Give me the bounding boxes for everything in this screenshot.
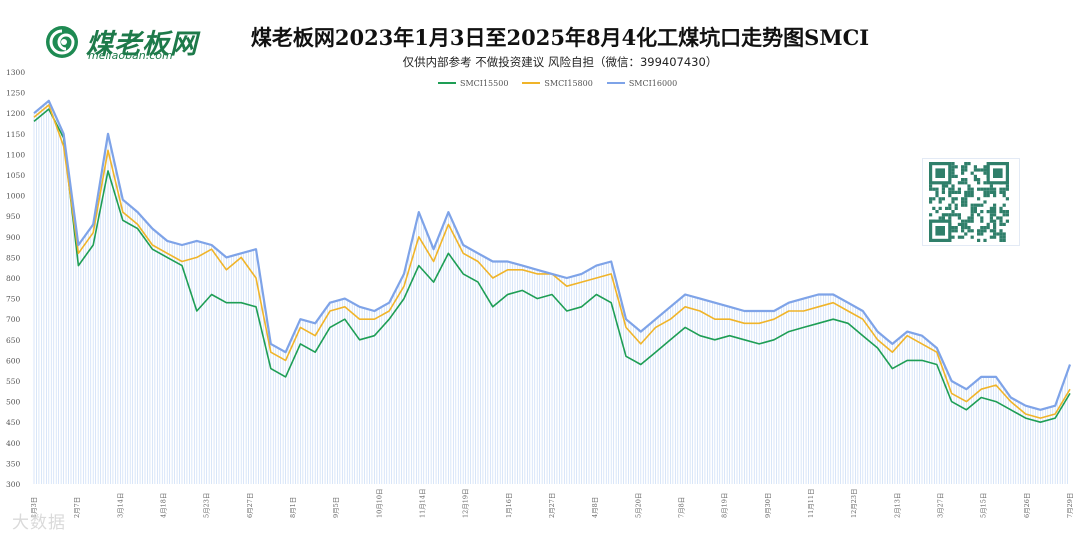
x-tick-label: 11月11日: [807, 488, 815, 518]
x-tick-label: 5月15日: [980, 493, 988, 518]
y-tick-label: 400: [6, 439, 21, 448]
x-tick-label: 7月8日: [678, 497, 686, 518]
x-tick-label: 1月3日: [30, 497, 38, 518]
x-tick-label: 11月14日: [419, 488, 427, 518]
chart-title: 煤老板网2023年1月3日至2025年8月4化工煤坑口走势图SMCI: [250, 25, 870, 50]
x-tick-label: 3月27日: [937, 493, 945, 518]
y-tick-label: 350: [6, 459, 21, 468]
swirl-logo-icon: [46, 26, 78, 58]
y-tick-label: 1100: [6, 150, 25, 159]
y-tick-label: 300: [6, 480, 21, 489]
y-tick-label: 450: [6, 418, 21, 427]
y-tick-label: 700: [6, 315, 21, 324]
x-tick-label: 12月19日: [462, 488, 470, 518]
qr-code-icon: [929, 162, 1009, 242]
series-line-15500: [33, 108, 1071, 423]
y-tick-label: 1300: [6, 68, 25, 77]
y-tick-label: 1050: [6, 171, 25, 180]
logo-domain: meilaoban.com: [88, 49, 173, 62]
x-tick-label: 1月16日: [505, 493, 513, 518]
watermark: 大数据: [12, 513, 66, 533]
y-tick-label: 950: [6, 212, 21, 221]
legend-label-15800: SMCI15800: [544, 78, 593, 88]
legend-swatch-15500: [438, 82, 456, 84]
y-tick-label: 750: [6, 295, 21, 304]
logo-name: 煤老板网: [86, 29, 198, 60]
series-line-16000: [33, 99, 1072, 411]
x-tick-label: 2月13日: [893, 493, 901, 518]
y-tick-label: 550: [6, 377, 21, 386]
x-tick-label: 9月5日: [332, 497, 340, 518]
chart-subtitle: 仅供内部参考 不做投资建议 风险自担（微信：399407430）: [402, 55, 718, 69]
legend: SMCI15500 SMCI15800 SMCI16000: [438, 76, 677, 90]
x-tick-label: 4月18日: [160, 493, 168, 518]
logo: 煤老板网 meilaoban.com: [38, 18, 228, 64]
legend-swatch-16000: [606, 82, 625, 84]
y-tick-label: 500: [6, 398, 21, 407]
x-tick-label: 5月20日: [634, 493, 642, 518]
y-tick-label: 800: [6, 274, 21, 283]
y-tick-label: 1200: [6, 109, 25, 118]
legend-item-15500: SMCI15500: [438, 79, 508, 88]
y-tick-label: 1250: [6, 89, 25, 98]
y-tick-label: 600: [6, 356, 21, 365]
legend-item-15800: SMCI15800: [522, 78, 593, 88]
legend-item-16000: SMCI16000: [606, 78, 678, 88]
x-tick-label: 6月27日: [246, 493, 254, 518]
x-tick-label: 9月30日: [764, 493, 772, 518]
legend-label-16000: SMCI16000: [628, 78, 678, 88]
qr-code: [922, 158, 1020, 246]
x-tick-label: 5月23日: [203, 493, 211, 518]
y-tick-label: 850: [6, 253, 21, 262]
y-tick-label: 1150: [6, 130, 25, 139]
legend-label-15500: SMCI15500: [460, 78, 509, 88]
x-tick-label: 8月1日: [289, 497, 297, 518]
y-tick-label: 900: [6, 233, 21, 242]
x-tick-label: 8月19日: [721, 493, 729, 518]
x-tick-label: 2月7日: [73, 497, 81, 518]
y-tick-label: 1000: [6, 192, 25, 201]
x-tick-label: 6月26日: [1023, 493, 1031, 518]
x-tick-label: 7月29日: [1066, 493, 1074, 518]
x-tick-label: 12月23日: [850, 488, 858, 518]
x-tick-label: 3月14日: [116, 493, 124, 518]
y-tick-label: 650: [6, 336, 21, 345]
x-tick-label: 10月10日: [375, 488, 383, 518]
x-tick-label: 2月27日: [548, 493, 556, 518]
x-tick-label: 4月8日: [591, 497, 599, 518]
legend-swatch-15800: [522, 82, 541, 84]
